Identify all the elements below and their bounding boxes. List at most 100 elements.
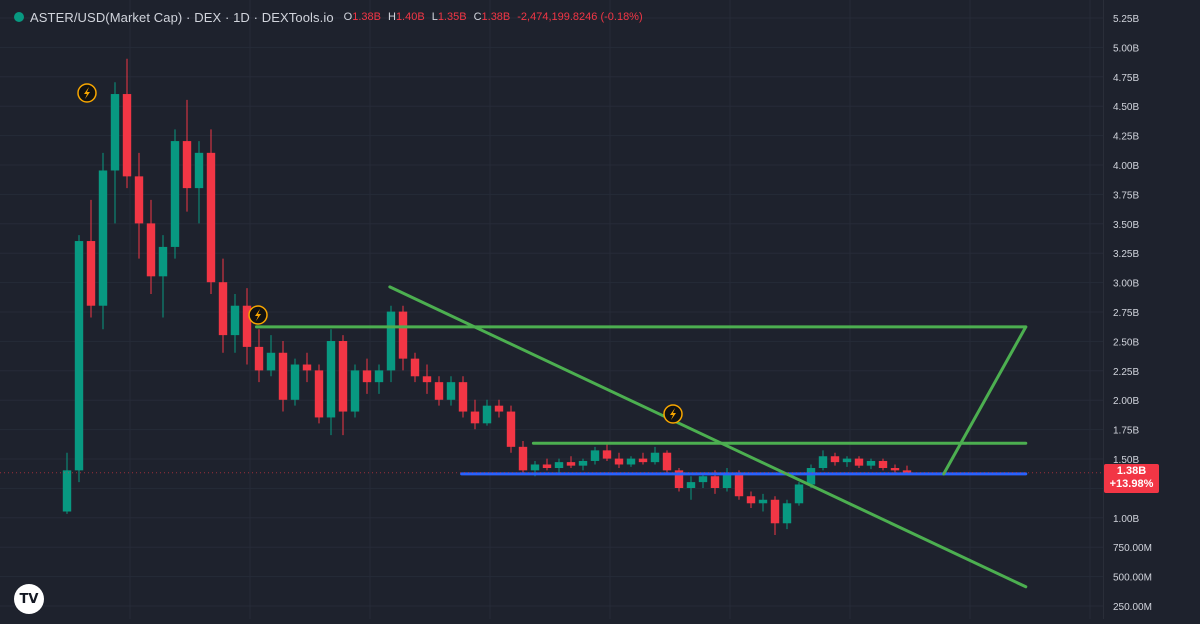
candle-body xyxy=(410,358,420,377)
candle-body xyxy=(842,458,852,463)
candle-body xyxy=(794,484,804,504)
candle-body xyxy=(398,311,408,359)
y-tick-label: 4.00B xyxy=(1113,161,1139,172)
y-tick-label: 3.75B xyxy=(1113,190,1139,201)
logo-text: TV xyxy=(19,591,39,607)
candle-body xyxy=(326,341,336,418)
candle-body xyxy=(674,470,684,488)
candle-body xyxy=(158,246,168,277)
candle-body xyxy=(566,462,576,466)
candle-body xyxy=(662,452,672,471)
y-tick-label: 3.00B xyxy=(1113,279,1139,290)
last-price-badge: 1.38B +13.98% xyxy=(1104,463,1159,493)
candle-body xyxy=(554,462,564,469)
lightning-icon xyxy=(255,309,261,321)
candle-body xyxy=(194,152,204,189)
y-tick-label: 3.50B xyxy=(1113,220,1139,231)
candle-body xyxy=(614,458,624,465)
candle-body xyxy=(722,472,732,488)
candle-body xyxy=(218,282,228,336)
candle-body xyxy=(602,450,612,459)
candle-body xyxy=(698,476,708,483)
y-tick-label: 250.00M xyxy=(1113,602,1152,613)
candle-body xyxy=(374,370,384,383)
y-tick-label: 500.00M xyxy=(1113,573,1152,584)
candle-body xyxy=(902,470,912,473)
candle-body xyxy=(146,223,156,277)
candle-body xyxy=(530,464,540,471)
downtrend-line xyxy=(388,285,1028,589)
y-tick-label: 4.50B xyxy=(1113,102,1139,113)
candle-body xyxy=(782,503,792,524)
y-tick-label: 4.25B xyxy=(1113,132,1139,143)
candle-body xyxy=(650,452,660,463)
candle-body xyxy=(758,499,768,504)
ohlc-readout: O1.38B H1.40B L1.35B C1.38B -2,474,199.8… xyxy=(344,11,643,23)
y-tick-label: 4.75B xyxy=(1113,73,1139,84)
high-label: H xyxy=(387,11,396,23)
candle-body xyxy=(350,370,360,412)
candle-body xyxy=(386,311,396,371)
tradingview-logo-icon[interactable]: TV xyxy=(14,584,44,614)
candle-body xyxy=(110,94,120,171)
candle-body xyxy=(74,241,84,471)
y-tick-label: 5.25B xyxy=(1113,14,1139,25)
candle-body xyxy=(638,458,648,463)
candle-body xyxy=(206,152,216,283)
candle-body xyxy=(770,499,780,524)
y-tick-label: 2.00B xyxy=(1113,396,1139,407)
symbol-header: ASTER/USD(Market Cap) · DEX · 1D · DEXTo… xyxy=(14,7,643,27)
y-tick-label: 1.00B xyxy=(1113,514,1139,525)
last-price-change: +13.98% xyxy=(1109,477,1154,490)
candle-body xyxy=(314,370,324,418)
candle-body xyxy=(242,305,252,347)
candle-body xyxy=(278,352,288,400)
open-label: O xyxy=(343,11,353,23)
candle-body xyxy=(446,382,456,400)
low-label: L xyxy=(431,11,438,23)
candle-body xyxy=(746,496,756,504)
candle-body xyxy=(230,305,240,336)
candle-body xyxy=(134,176,144,224)
candle-body xyxy=(182,141,192,189)
y-tick-label: 1.75B xyxy=(1113,426,1139,437)
y-tick-label: 2.25B xyxy=(1113,367,1139,378)
candle-body xyxy=(626,458,636,465)
candle-body xyxy=(542,464,552,469)
candle-body xyxy=(506,411,516,447)
change-value: -2,474,199.8246 (-0.18%) xyxy=(517,11,643,23)
lightning-icon xyxy=(84,87,90,99)
candle-body xyxy=(338,341,348,412)
candle-body xyxy=(482,405,492,424)
candle-body xyxy=(86,241,96,306)
candle-body xyxy=(590,450,600,461)
y-tick-label: 5.00B xyxy=(1113,43,1139,54)
last-price-value: 1.38B xyxy=(1116,464,1147,477)
candle-body xyxy=(854,458,864,466)
candle-body xyxy=(254,346,264,371)
candle-body xyxy=(686,482,696,488)
symbol-title[interactable]: ASTER/USD(Market Cap) · DEX · 1D · DEXTo… xyxy=(30,9,334,25)
candle-body xyxy=(98,170,108,306)
candle-body xyxy=(458,382,468,412)
candle-body xyxy=(122,94,132,177)
candle-body xyxy=(62,470,72,512)
candle-body xyxy=(434,382,444,400)
projection-line xyxy=(942,325,1028,476)
candle-body xyxy=(818,456,828,469)
high-value: 1.40B xyxy=(395,11,425,23)
candle-body xyxy=(422,376,432,383)
price-axis[interactable] xyxy=(1103,0,1200,619)
y-tick-label: 3.25B xyxy=(1113,249,1139,260)
candle-body xyxy=(302,364,312,371)
open-value: 1.38B xyxy=(352,11,381,23)
candle-body xyxy=(470,411,480,424)
y-tick-label: 750.00M xyxy=(1113,543,1152,554)
close-label: C xyxy=(473,11,482,23)
status-dot-icon xyxy=(14,12,24,22)
candle-body xyxy=(290,364,300,400)
candle-body xyxy=(830,456,840,463)
candle-body xyxy=(170,141,180,247)
